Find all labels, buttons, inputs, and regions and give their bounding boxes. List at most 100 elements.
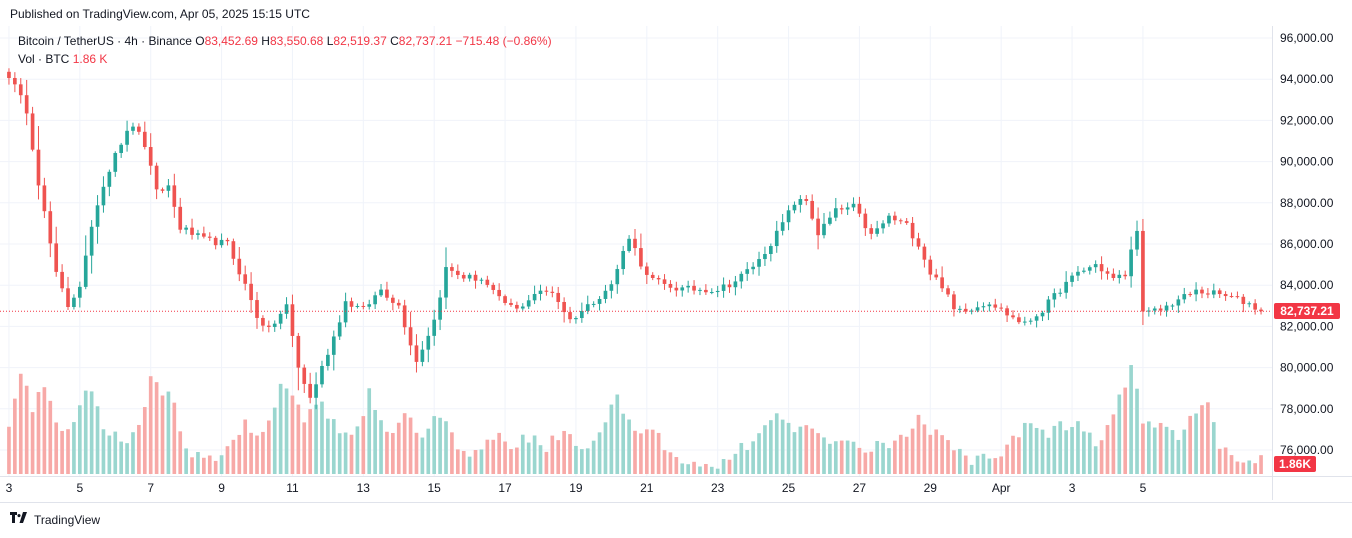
candle-body (125, 130, 129, 145)
tradingview-branding[interactable]: TradingView (10, 512, 100, 527)
volume-bar (1247, 460, 1252, 474)
candle-body (284, 304, 289, 314)
volume-bar (148, 376, 153, 474)
candle-body (243, 274, 248, 284)
volume-bar (414, 432, 419, 474)
volume-bar (326, 418, 330, 474)
price-tick-label: 76,000.00 (1280, 443, 1334, 457)
volume-bar (745, 450, 750, 474)
volume-bar (1034, 427, 1039, 474)
candle-body (739, 273, 744, 282)
candle-body (609, 284, 614, 291)
volume-bar (13, 398, 17, 474)
candle-body (987, 304, 992, 307)
volume-bar (1141, 423, 1145, 474)
candle-body (320, 365, 324, 385)
candle-body (255, 300, 259, 318)
candle-body (131, 126, 135, 131)
candle-body (190, 227, 194, 235)
volume-bar (580, 449, 584, 474)
volume-bar (379, 420, 383, 474)
candle-body (698, 289, 702, 291)
volume-bar (839, 440, 844, 474)
candle-body (958, 308, 962, 310)
candle-body (591, 303, 596, 305)
price-tick-label: 80,000.00 (1280, 361, 1334, 375)
volume-bar (1052, 425, 1057, 474)
volume-bar (1046, 437, 1051, 474)
volume-bar (455, 449, 460, 474)
volume-bar (1158, 422, 1163, 474)
candle-body (479, 279, 484, 281)
candle-body (326, 354, 330, 366)
volume-bar (373, 409, 377, 474)
candle-body (922, 246, 927, 260)
volume-bar (1117, 394, 1122, 474)
candle-body (66, 288, 70, 308)
volume-bar (863, 452, 868, 474)
volume-bar (662, 450, 667, 474)
volume-bar (1040, 429, 1045, 474)
volume-bar (284, 388, 289, 474)
candle-body (680, 287, 685, 291)
candle-body (887, 215, 891, 224)
volume-bar (1235, 461, 1240, 474)
time-tick-label: 3 (6, 481, 13, 495)
volume-bar (36, 392, 41, 474)
candle-body (119, 144, 123, 153)
candle-body (1028, 320, 1033, 322)
candle-body (1040, 312, 1045, 317)
volume-bar (178, 431, 183, 474)
candle-body (981, 306, 986, 308)
candle-body (503, 296, 507, 303)
volume-bar (940, 435, 944, 474)
candle-body (1253, 303, 1257, 310)
volume-bar (231, 439, 236, 474)
candle-body (881, 223, 885, 229)
low-label: L (326, 34, 334, 48)
volume-bar (757, 433, 761, 474)
candle-body (774, 230, 779, 247)
candle-body (597, 298, 602, 304)
candle-body (721, 284, 726, 291)
volume-bar (42, 387, 47, 474)
volume-bar (225, 446, 230, 474)
candle-body (898, 220, 903, 222)
time-tick-label: 15 (428, 481, 442, 495)
volume-bar (503, 441, 507, 474)
volume-legend: Vol · BTC 1.86 K (18, 52, 107, 66)
candle-body (154, 165, 159, 190)
candle-body (438, 297, 442, 320)
volume-bar (810, 428, 815, 474)
volume-bar (296, 404, 301, 474)
volume-bar (125, 443, 129, 474)
volume-bar (7, 426, 11, 474)
candle-body (24, 95, 29, 114)
candle-body (1235, 296, 1240, 298)
candle-body (1147, 310, 1151, 312)
candle-body (568, 312, 572, 320)
candle-body (225, 239, 230, 242)
candle-body (798, 199, 803, 205)
volume-bar (668, 452, 673, 474)
candle-body (414, 345, 419, 362)
volume-bar (709, 466, 714, 474)
volume-bar (467, 456, 472, 474)
candle-body (751, 266, 755, 270)
volume-bar (337, 433, 342, 474)
volume-bar (845, 440, 850, 474)
candle-body (54, 243, 59, 272)
candle-body (1111, 273, 1116, 279)
candle-body (857, 203, 862, 214)
volume-bar (497, 432, 501, 474)
volume-bar (898, 434, 903, 474)
candle-body (1194, 289, 1198, 295)
volume-bar (184, 448, 188, 474)
change-value: −715.48 (−0.86%) (455, 34, 552, 48)
volume-label: Vol · BTC (18, 52, 70, 66)
candle-body (402, 305, 407, 328)
candle-body (196, 233, 200, 235)
time-tick-label: 25 (782, 481, 796, 495)
candle-body (792, 204, 797, 211)
